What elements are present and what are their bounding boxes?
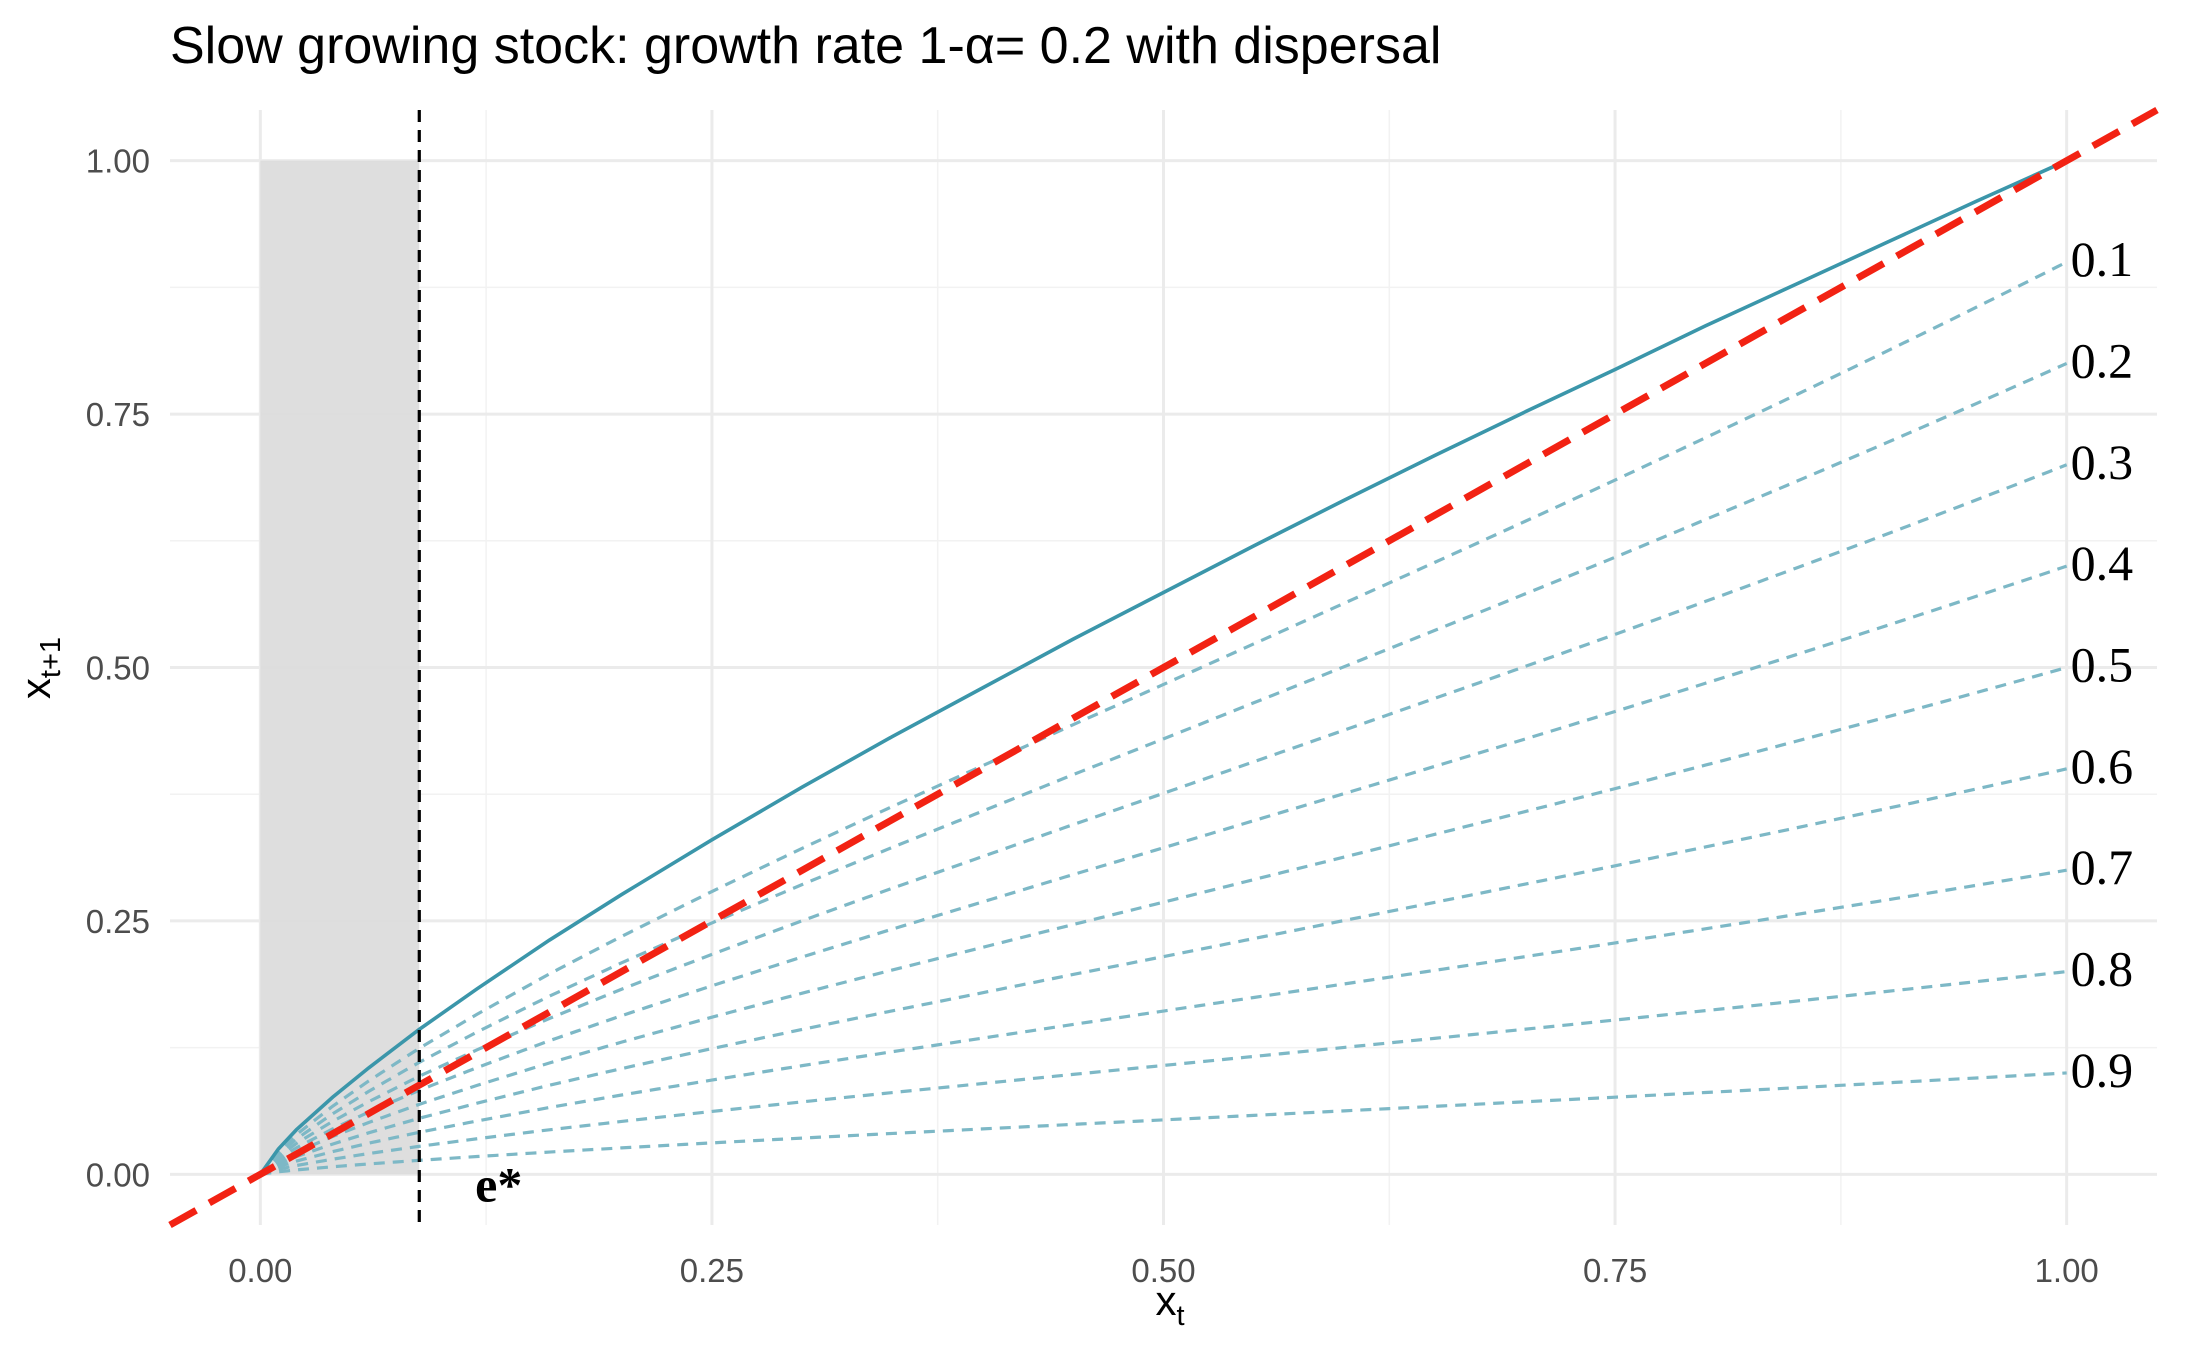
series-label-0.8: 0.8 xyxy=(2071,941,2134,997)
x-tick-label: 0.50 xyxy=(1131,1252,1195,1289)
identity-line xyxy=(168,106,2159,1229)
series-label-0.1: 0.1 xyxy=(2071,231,2134,287)
series-labels: 0.1 0.2 0.3 0.4 0.5 0.6 0.7 0.8 0.9 xyxy=(2071,231,2134,1098)
annotations: e* xyxy=(475,1156,522,1212)
series-line-0.3 xyxy=(259,463,2068,1176)
series-line-0.9 xyxy=(260,1071,2067,1176)
y-tick-label: 1.00 xyxy=(86,143,150,180)
series-line-0.6 xyxy=(259,767,2068,1176)
series-label-0.3: 0.3 xyxy=(2071,434,2134,490)
shaded-region-layer xyxy=(260,160,420,1175)
y-tick-label: 0.50 xyxy=(86,650,150,687)
series-label-0.5: 0.5 xyxy=(2071,637,2134,693)
tick-labels: 0.00 0.25 0.50 0.75 1.00 0.00 0.25 0.50 0.75 1.00 xyxy=(86,143,2099,1289)
x-tick-label: 1.00 xyxy=(2035,1252,2099,1289)
series-label-0.2: 0.2 xyxy=(2071,332,2134,388)
x-tick-label: 0.25 xyxy=(680,1252,744,1289)
series-line-0.4 xyxy=(259,564,2068,1176)
identity-line-layer xyxy=(168,106,2159,1229)
y-axis-title: xt+1 xyxy=(12,637,67,699)
series-layer xyxy=(259,260,2068,1176)
series-line-0.2 xyxy=(259,361,2068,1176)
y-tick-label: 0.00 xyxy=(86,1156,150,1193)
series-label-0.4: 0.4 xyxy=(2071,535,2134,591)
series-line-0.8 xyxy=(259,969,2067,1176)
y-tick-label: 0.25 xyxy=(86,903,150,940)
shaded-region xyxy=(260,160,420,1175)
series-label-0.6: 0.6 xyxy=(2071,738,2134,794)
growth-curve xyxy=(258,159,2068,1176)
series-line-0.1 xyxy=(259,260,2068,1176)
chart-title: Slow growing stock: growth rate 1-α= 0.2… xyxy=(170,17,1441,75)
x-tick-label: 0.00 xyxy=(228,1252,292,1289)
series-label-0.9: 0.9 xyxy=(2071,1042,2134,1098)
x-axis-title: xt xyxy=(1155,1277,1184,1332)
y-tick-label: 0.75 xyxy=(86,396,150,433)
annotation-estar: e* xyxy=(475,1156,522,1212)
series-label-0.7: 0.7 xyxy=(2071,839,2134,895)
growth-curve-layer xyxy=(258,159,2068,1176)
series-line-0.5 xyxy=(259,665,2068,1176)
x-tick-label: 0.75 xyxy=(1583,1252,1647,1289)
series-line-0.7 xyxy=(259,868,2067,1176)
grid xyxy=(170,110,2157,1225)
